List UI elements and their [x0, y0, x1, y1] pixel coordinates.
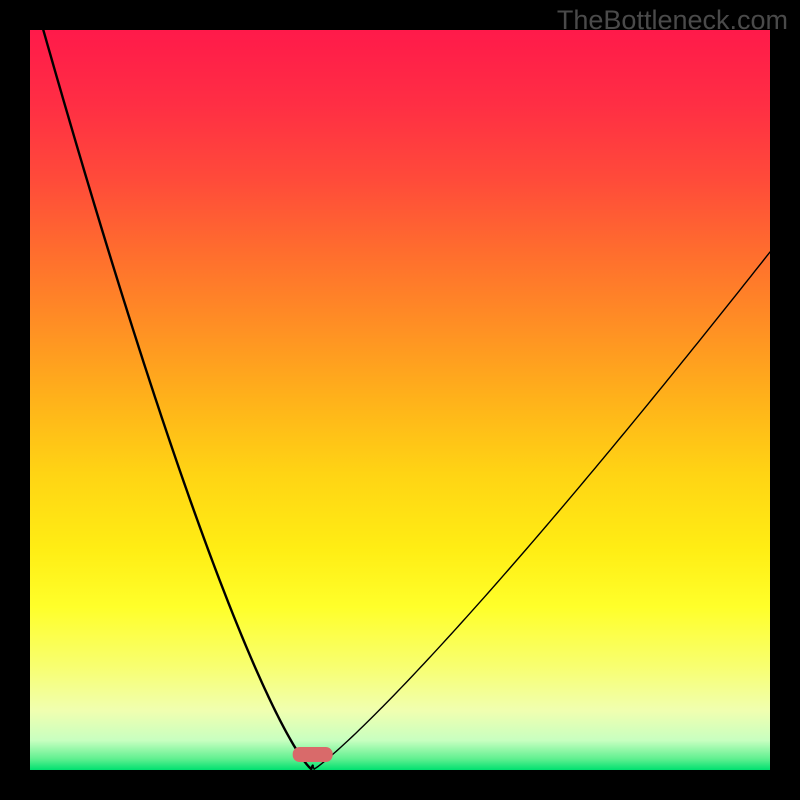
watermark-text: TheBottleneck.com	[557, 5, 788, 36]
gradient-background	[30, 30, 770, 770]
bottleneck-chart	[30, 30, 770, 770]
optimal-point-marker	[293, 747, 333, 762]
